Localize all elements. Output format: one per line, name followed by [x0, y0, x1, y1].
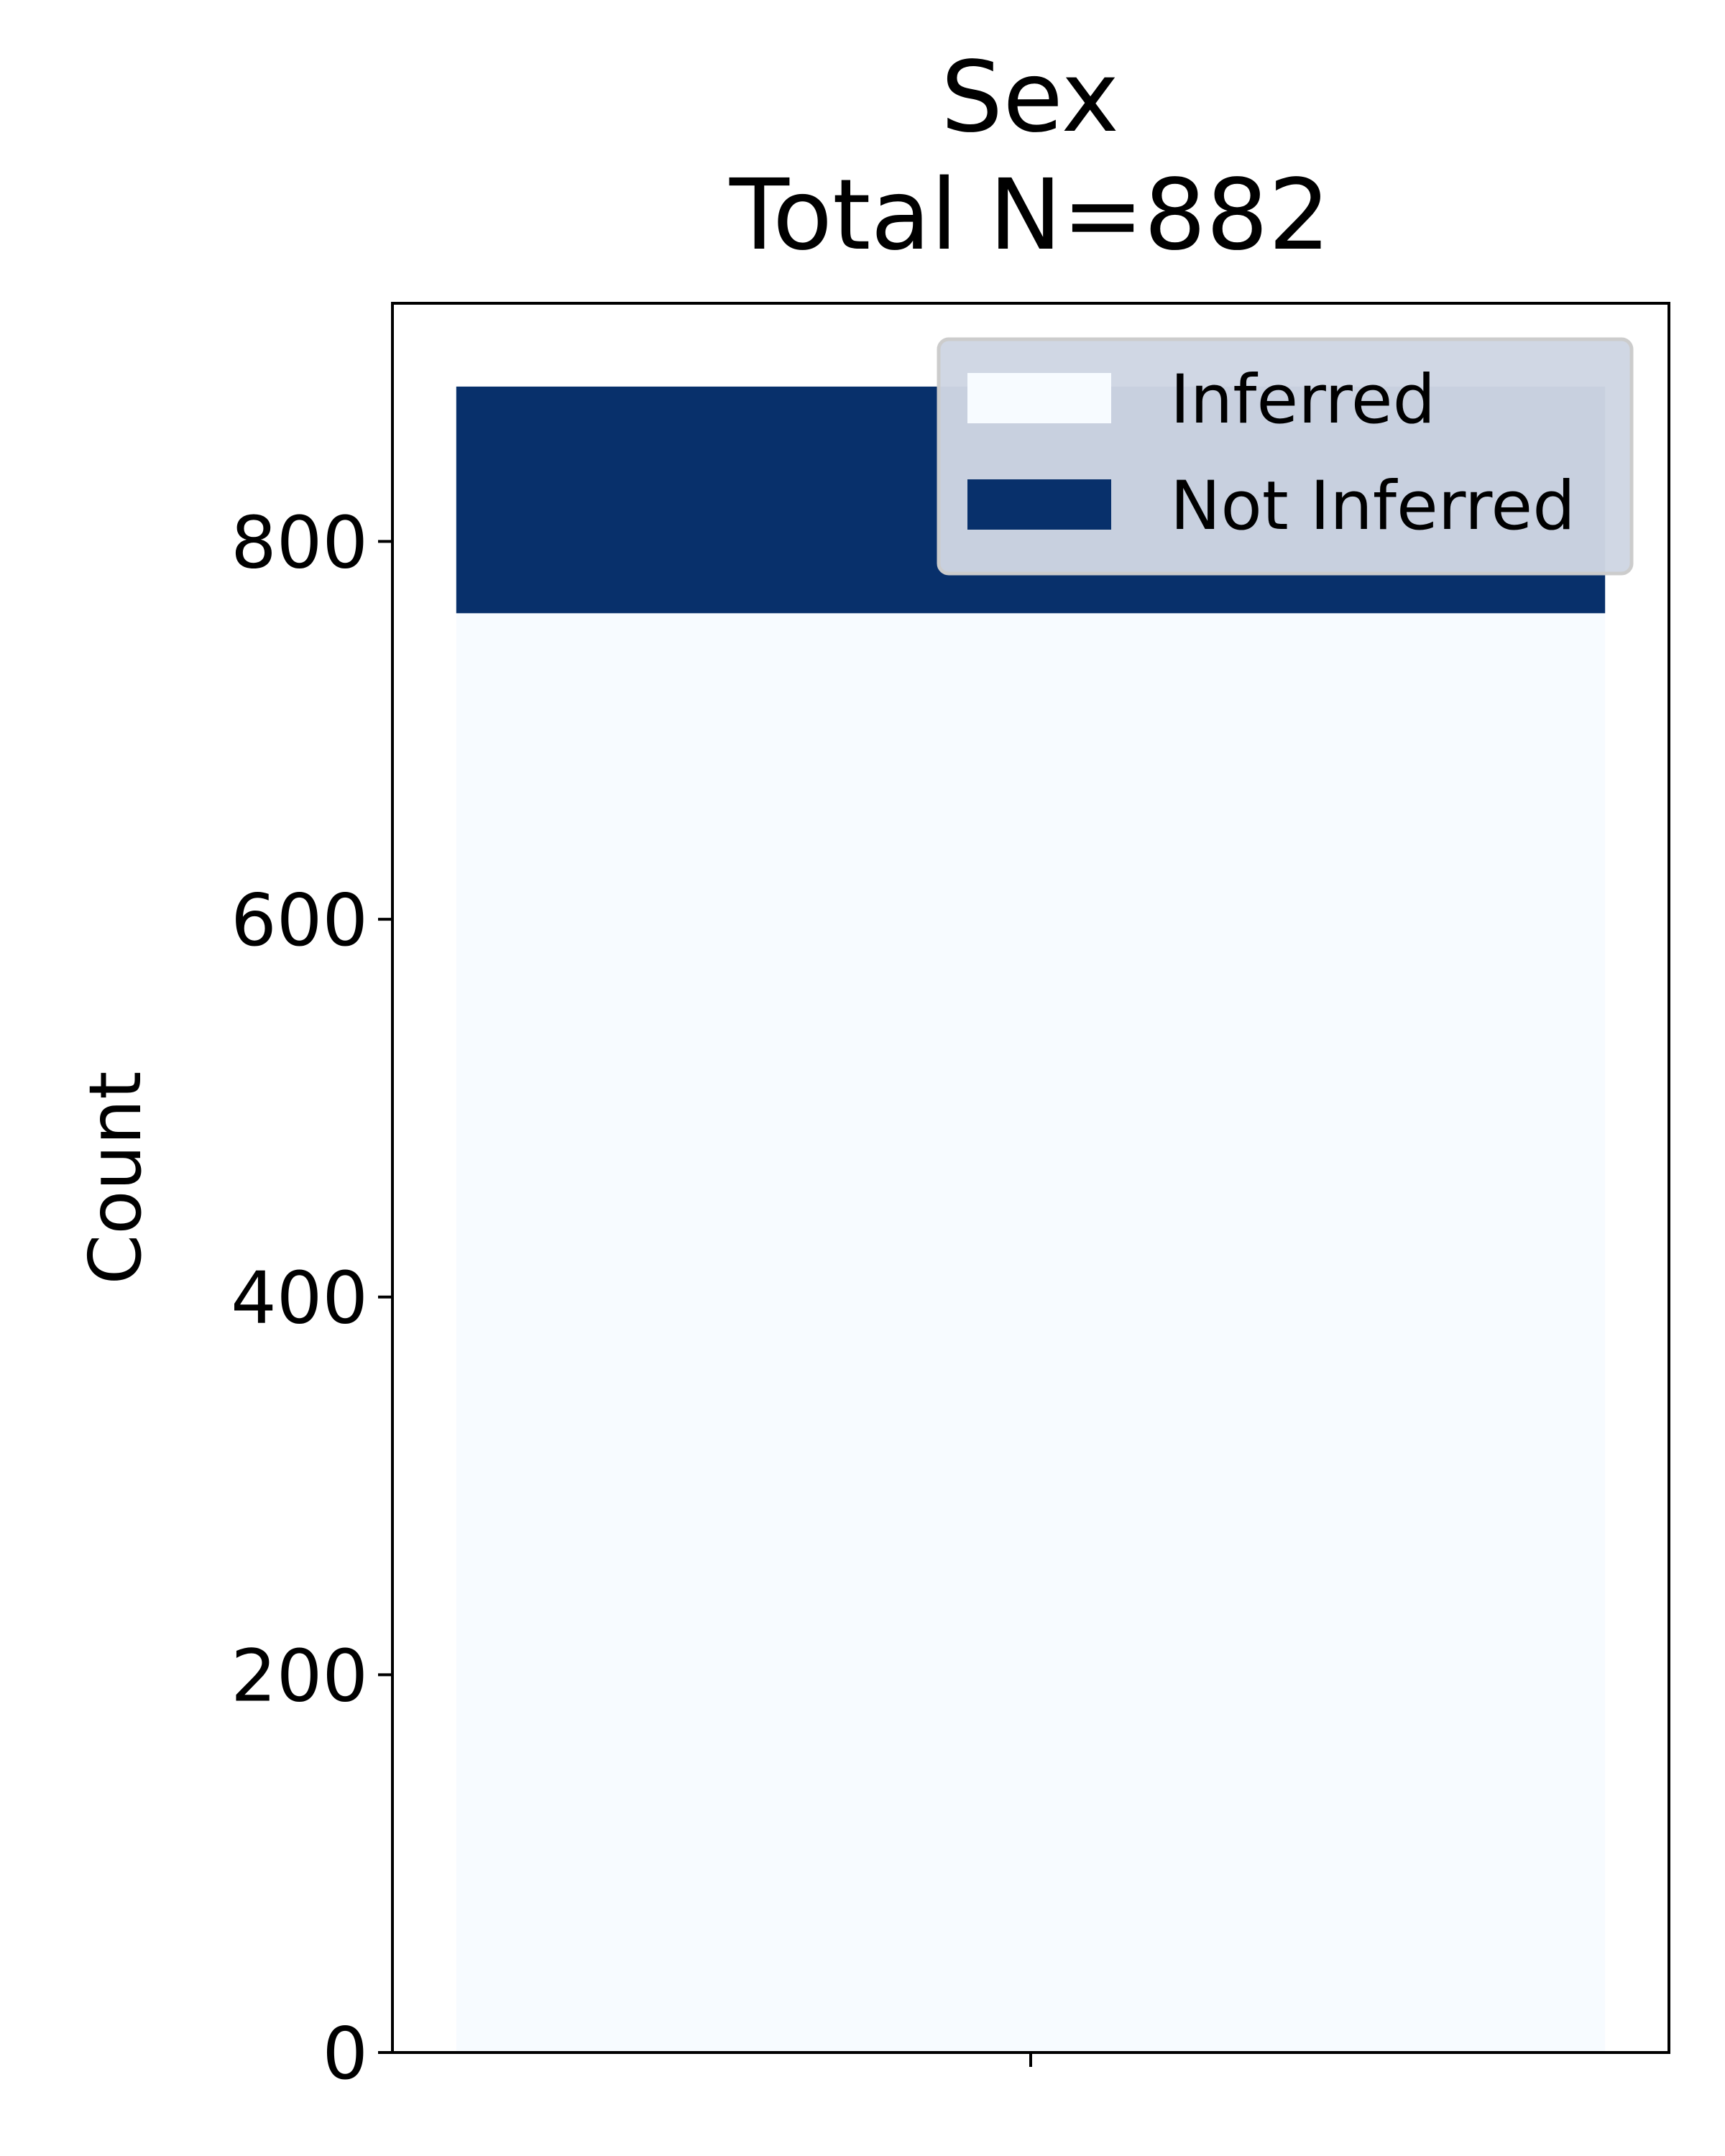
- legend: Inferred Not Inferred: [937, 337, 1634, 576]
- y-axis-label: Count: [73, 1072, 157, 1285]
- legend-label: Inferred: [1170, 361, 1435, 439]
- y-tick-label: 800: [231, 500, 368, 584]
- y-tick-label: 400: [231, 1256, 368, 1340]
- y-tick-label: 0: [322, 2012, 368, 2096]
- y-axis: 0 200 400 600 800: [231, 500, 392, 2096]
- chart-subtitle: Total N=882: [729, 159, 1330, 272]
- legend-swatch: [967, 479, 1111, 530]
- legend-box: [937, 337, 1634, 576]
- y-tick-label: 600: [231, 878, 368, 962]
- bars: [456, 386, 1606, 2053]
- chart-title: Sex: [941, 41, 1119, 155]
- legend-swatch: [967, 373, 1111, 423]
- bar-inferred: [456, 613, 1606, 2053]
- y-tick-label: 200: [231, 1634, 368, 1718]
- legend-label: Not Inferred: [1170, 467, 1576, 545]
